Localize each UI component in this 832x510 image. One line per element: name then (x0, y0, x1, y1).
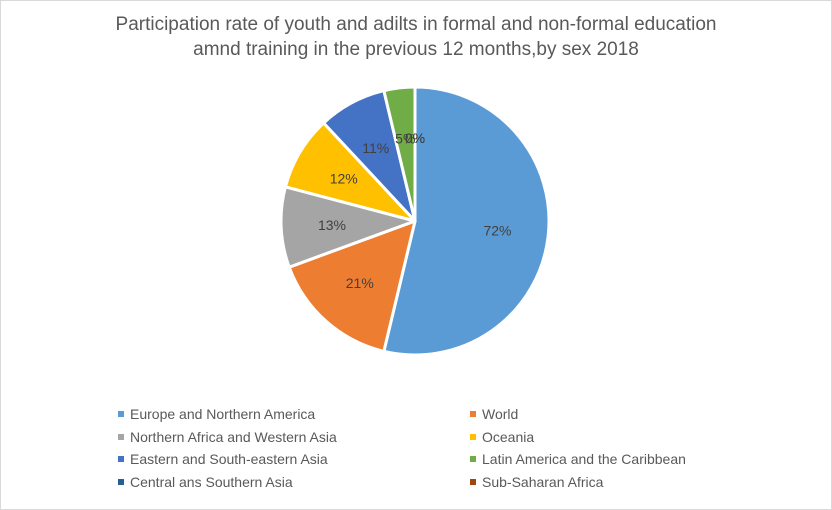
pie-slice-northern-africa-and-western-asia (279, 185, 417, 269)
data-label-northern-africa-and-western-asia: 13% (318, 217, 346, 233)
pie-slice-world (287, 219, 417, 353)
data-label-central-ans-southern-asia: 0% (405, 130, 425, 146)
legend-item-europe-and-northern-america: Europe and Northern America (118, 405, 315, 423)
data-label-oceania: 12% (330, 170, 358, 186)
legend-swatch (118, 411, 124, 418)
data-label-eastern-and-south-eastern-asia: 11% (362, 140, 389, 156)
legend-label: Central ans Southern Asia (130, 473, 293, 490)
legend-swatch (470, 411, 476, 418)
legend-item-central-ans-southern-asia: Central ans Southern Asia (118, 473, 293, 491)
legend-swatch (470, 433, 476, 440)
legend-label: Sub-Saharan Africa (482, 473, 604, 490)
legend-item-latin-america-and-the-caribbean: Latin America and the Caribbean (470, 450, 686, 468)
legend-swatch (470, 478, 476, 485)
data-label-europe-and-northern-america: 72% (483, 223, 511, 239)
legend-swatch (118, 456, 124, 463)
pie-slice-europe-and-northern-america (382, 85, 551, 357)
chart-title: Participation rate of youth and adilts i… (0, 12, 832, 62)
chart-title-line-1: Participation rate of youth and adilts i… (115, 14, 717, 35)
legend-label: Northern Africa and Western Asia (130, 428, 337, 445)
legend-item-oceania: Oceania (470, 428, 534, 446)
legend-label: Oceania (482, 428, 535, 445)
data-label-sub-saharan-africa: 0% (405, 130, 425, 146)
legend-item-sub-saharan-africa: Sub-Saharan Africa (470, 473, 603, 491)
legend-item-world: World (470, 405, 518, 423)
legend-label: World (482, 406, 519, 422)
legend-item-northern-africa-and-western-asia: Northern Africa and Western Asia (118, 428, 337, 446)
legend-label: Latin America and the Caribbean (482, 451, 686, 467)
pie-slice-latin-america-and-the-caribbean (382, 85, 417, 223)
chart-title-line-2: amnd training in the previous 12 months,… (193, 39, 639, 60)
legend-label: Eastern and South-eastern Asia (130, 451, 328, 467)
data-label-latin-america-and-the-caribbean: 5% (395, 130, 415, 146)
legend-label: Europe and Northern America (130, 406, 316, 422)
legend-item-eastern-and-south-eastern-asia: Eastern and South-eastern Asia (118, 450, 328, 468)
legend-swatch (118, 478, 124, 485)
data-label-world: 21% (346, 275, 374, 291)
legend-swatch (470, 456, 476, 463)
legend-swatch (118, 433, 124, 440)
